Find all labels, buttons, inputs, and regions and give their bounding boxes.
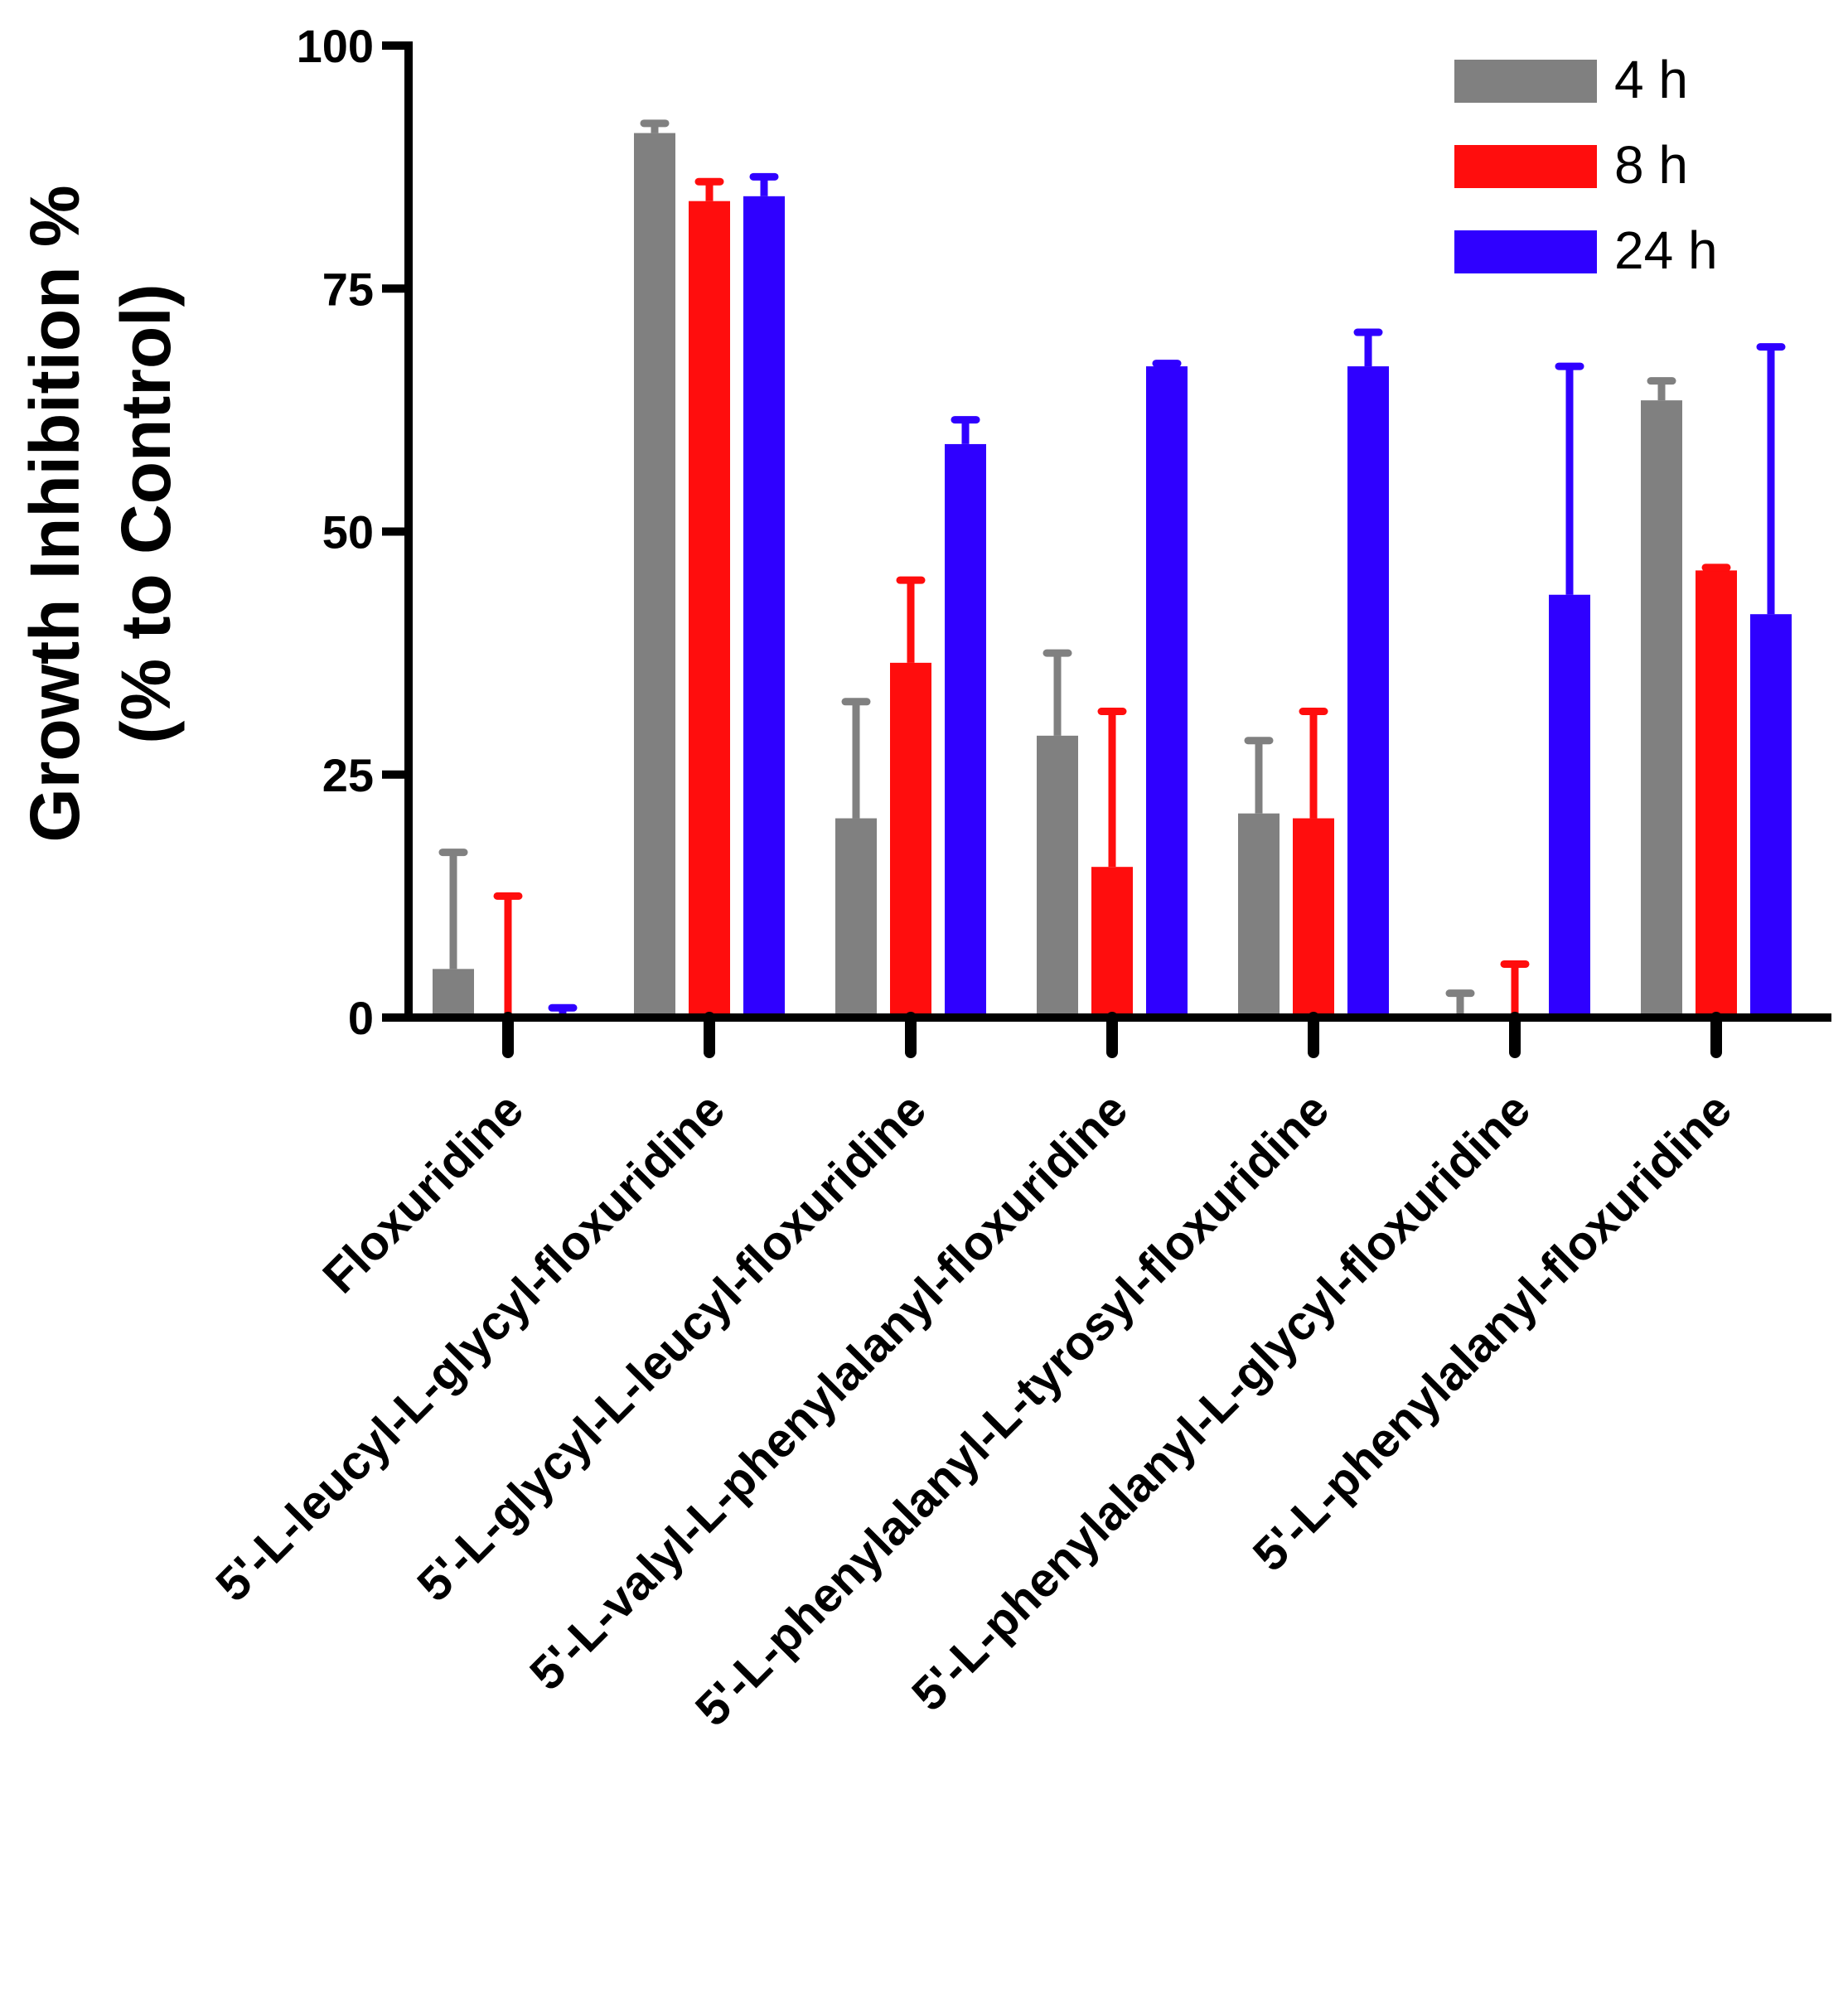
- bar-8h-6: [1696, 570, 1737, 1018]
- bar-24h-4: [1347, 366, 1389, 1018]
- error-bar-24h-6: [1756, 343, 1786, 615]
- legend-label: 4 h: [1614, 50, 1688, 109]
- error-bar-8h-5: [1500, 960, 1530, 1018]
- bar-24h-6: [1750, 614, 1792, 1018]
- y-axis-label: Growth Inhibition % (% to Control): [16, 185, 185, 842]
- error-bar-24h-1: [749, 172, 779, 196]
- bar-24h-3: [1146, 366, 1188, 1018]
- y-tick-label-25: 25: [322, 749, 374, 801]
- error-bar-24h-2: [951, 416, 980, 444]
- bar-4h-2: [835, 818, 877, 1018]
- legend-swatch: [1454, 60, 1597, 103]
- y-ticks: 0 25 50 75 100: [297, 20, 409, 1044]
- error-bar-4h-4: [1244, 737, 1274, 814]
- x-tick-label-0: Floxuridine: [312, 1082, 534, 1303]
- legend-swatch: [1454, 230, 1597, 273]
- legend-item-4h: 4 h: [1454, 50, 1688, 109]
- bars: [433, 133, 1792, 1018]
- bar-24h-5: [1549, 594, 1590, 1018]
- y-tick-label-75: 75: [322, 263, 374, 315]
- legend-label: 24 h: [1614, 220, 1718, 280]
- bar-4h-1: [634, 133, 675, 1018]
- bar-8h-4: [1293, 818, 1334, 1018]
- error-bar-8h-4: [1299, 708, 1328, 819]
- y-axis-label-line2: (% to Control): [107, 283, 185, 743]
- error-bar-8h-3: [1097, 708, 1127, 868]
- bar-4h-6: [1641, 400, 1682, 1018]
- bar-24h-2: [945, 443, 986, 1018]
- error-bar-24h-5: [1555, 362, 1584, 595]
- error-bar-24h-3: [1152, 360, 1182, 368]
- bar-24h-1: [743, 196, 785, 1018]
- y-tick-label-0: 0: [348, 992, 374, 1044]
- x-ticks: Floxuridine5'-L-leucyl-L-glycyl-floxurid…: [206, 1012, 1742, 1737]
- legend: 4 h 8 h 24 h: [1454, 50, 1718, 280]
- legend-swatch: [1454, 145, 1597, 188]
- legend-item-24h: 24 h: [1454, 220, 1718, 280]
- bar-8h-3: [1091, 867, 1133, 1018]
- error-bar-4h-2: [841, 698, 871, 819]
- bar-8h-1: [689, 201, 730, 1018]
- error-bar-8h-0: [493, 892, 523, 1018]
- error-bars: [438, 119, 1786, 1018]
- error-bar-24h-4: [1353, 328, 1383, 367]
- error-bar-4h-3: [1043, 649, 1072, 736]
- bar-4h-0: [433, 969, 474, 1018]
- y-tick-label-50: 50: [322, 506, 374, 558]
- y-axis-label-line1: Growth Inhibition %: [16, 185, 94, 842]
- error-bar-4h-0: [438, 849, 468, 969]
- bar-8h-2: [890, 662, 931, 1018]
- legend-label: 8 h: [1614, 135, 1688, 195]
- error-bar-8h-1: [694, 177, 724, 201]
- legend-item-8h: 8 h: [1454, 135, 1688, 195]
- bar-4h-3: [1037, 735, 1078, 1018]
- error-bar-4h-1: [640, 119, 670, 133]
- error-bar-4h-6: [1647, 377, 1676, 401]
- bar-4h-4: [1238, 813, 1280, 1018]
- error-bar-8h-6: [1701, 563, 1731, 572]
- error-bar-8h-2: [896, 576, 926, 663]
- y-tick-label-100: 100: [297, 20, 374, 72]
